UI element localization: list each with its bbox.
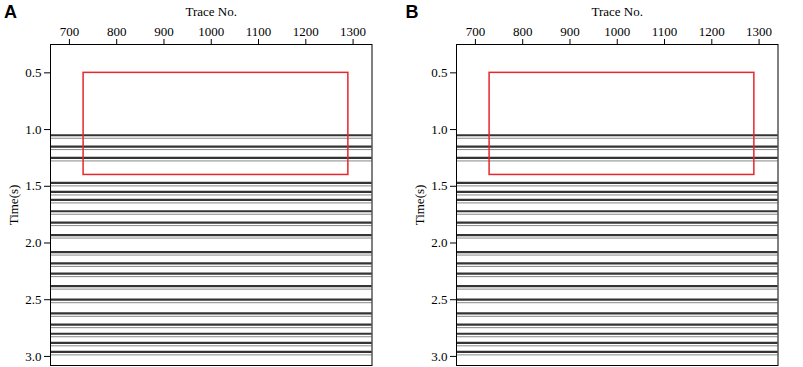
svg-text:1.5: 1.5 — [25, 178, 41, 193]
svg-text:1.0: 1.0 — [431, 122, 447, 137]
svg-text:0.5: 0.5 — [25, 65, 41, 80]
svg-text:2.0: 2.0 — [431, 235, 447, 250]
html-text:A: A — [4, 2, 17, 22]
svg-text:1300: 1300 — [746, 24, 772, 39]
svg-text:1.5: 1.5 — [431, 178, 447, 193]
svg-text:1200: 1200 — [698, 24, 724, 39]
svg-text:900: 900 — [560, 24, 580, 39]
svg-text:800: 800 — [512, 24, 532, 39]
html-text:B: B — [405, 2, 419, 22]
svg-text:2.5: 2.5 — [431, 292, 447, 307]
svg-text:3.0: 3.0 — [431, 349, 447, 364]
svg-text:1000: 1000 — [604, 24, 630, 39]
svg-text:1300: 1300 — [340, 24, 366, 39]
svg-text:0.5: 0.5 — [431, 65, 447, 80]
svg-text:3.0: 3.0 — [25, 349, 41, 364]
svg-text:1.0: 1.0 — [25, 122, 41, 137]
svg-text:1100: 1100 — [651, 24, 677, 39]
svg-text:800: 800 — [107, 24, 127, 39]
svg-text:2.0: 2.0 — [25, 235, 41, 250]
svg-text:700: 700 — [465, 24, 485, 39]
svg-text:900: 900 — [154, 24, 174, 39]
svg-text:1000: 1000 — [198, 24, 224, 39]
svg-text:Trace No.: Trace No. — [185, 4, 237, 19]
svg-text:1100: 1100 — [246, 24, 272, 39]
svg-text:Trace No.: Trace No. — [591, 4, 643, 19]
svg-text:Time(s): Time(s) — [411, 185, 426, 226]
svg-text:2.5: 2.5 — [25, 292, 41, 307]
svg-text:Time(s): Time(s) — [6, 185, 21, 226]
svg-text:1200: 1200 — [293, 24, 319, 39]
svg-text:700: 700 — [60, 24, 80, 39]
